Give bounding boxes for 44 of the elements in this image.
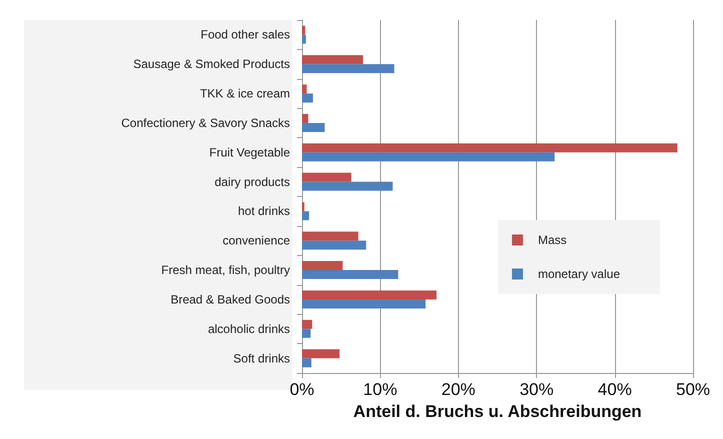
y-tick-label: Fruit Vegetable [209, 145, 290, 160]
bar [302, 358, 312, 368]
x-tick-label: 50% [676, 380, 710, 399]
bar [302, 290, 437, 300]
x-tick-label: 0% [290, 380, 314, 399]
bar [302, 232, 358, 241]
y-tick-label: hot drinks [238, 204, 290, 218]
bar [302, 211, 310, 220]
y-tick-label: Sausage & Smoked Products [133, 57, 290, 72]
bar [302, 261, 343, 270]
y-tick-label: Fresh meat, fish, poultry [161, 263, 290, 278]
bar [302, 55, 363, 64]
bar [302, 349, 340, 358]
bar [302, 182, 393, 191]
y-tick-label: TKK & ice cream [200, 86, 290, 101]
bar [302, 320, 312, 329]
bar [302, 64, 394, 74]
bar [302, 299, 426, 308]
x-tick-label: 40% [598, 380, 632, 399]
legend-label: Mass [538, 233, 567, 247]
x-axis-title: Anteil d. Bruchs u. Abschreibungen [353, 402, 642, 421]
legend-label: monetary value [538, 267, 620, 281]
x-tick-label: 10% [363, 380, 398, 399]
y-tick-label: Confectionery & Savory Snacks [121, 116, 290, 130]
bar [302, 26, 306, 35]
y-tick-label: Bread & Baked Goods [170, 292, 290, 306]
y-tick-label: alcoholic drinks [208, 322, 290, 336]
x-tick-label: 20% [441, 380, 476, 399]
bar [302, 270, 398, 280]
bar [302, 122, 325, 132]
bar [302, 34, 306, 44]
bar [302, 84, 307, 94]
bar [302, 240, 366, 250]
bar [302, 328, 311, 338]
y-tick-label: dairy products [214, 174, 290, 189]
bar [302, 172, 352, 182]
bar [302, 114, 308, 123]
y-tick-label: Soft drinks [233, 351, 290, 366]
bar [302, 152, 555, 162]
x-tick-label: 30% [520, 380, 554, 399]
y-tick-label: convenience [222, 234, 290, 248]
bar [302, 94, 313, 103]
bar [302, 143, 678, 152]
y-tick-label: Food other sales [200, 28, 290, 42]
